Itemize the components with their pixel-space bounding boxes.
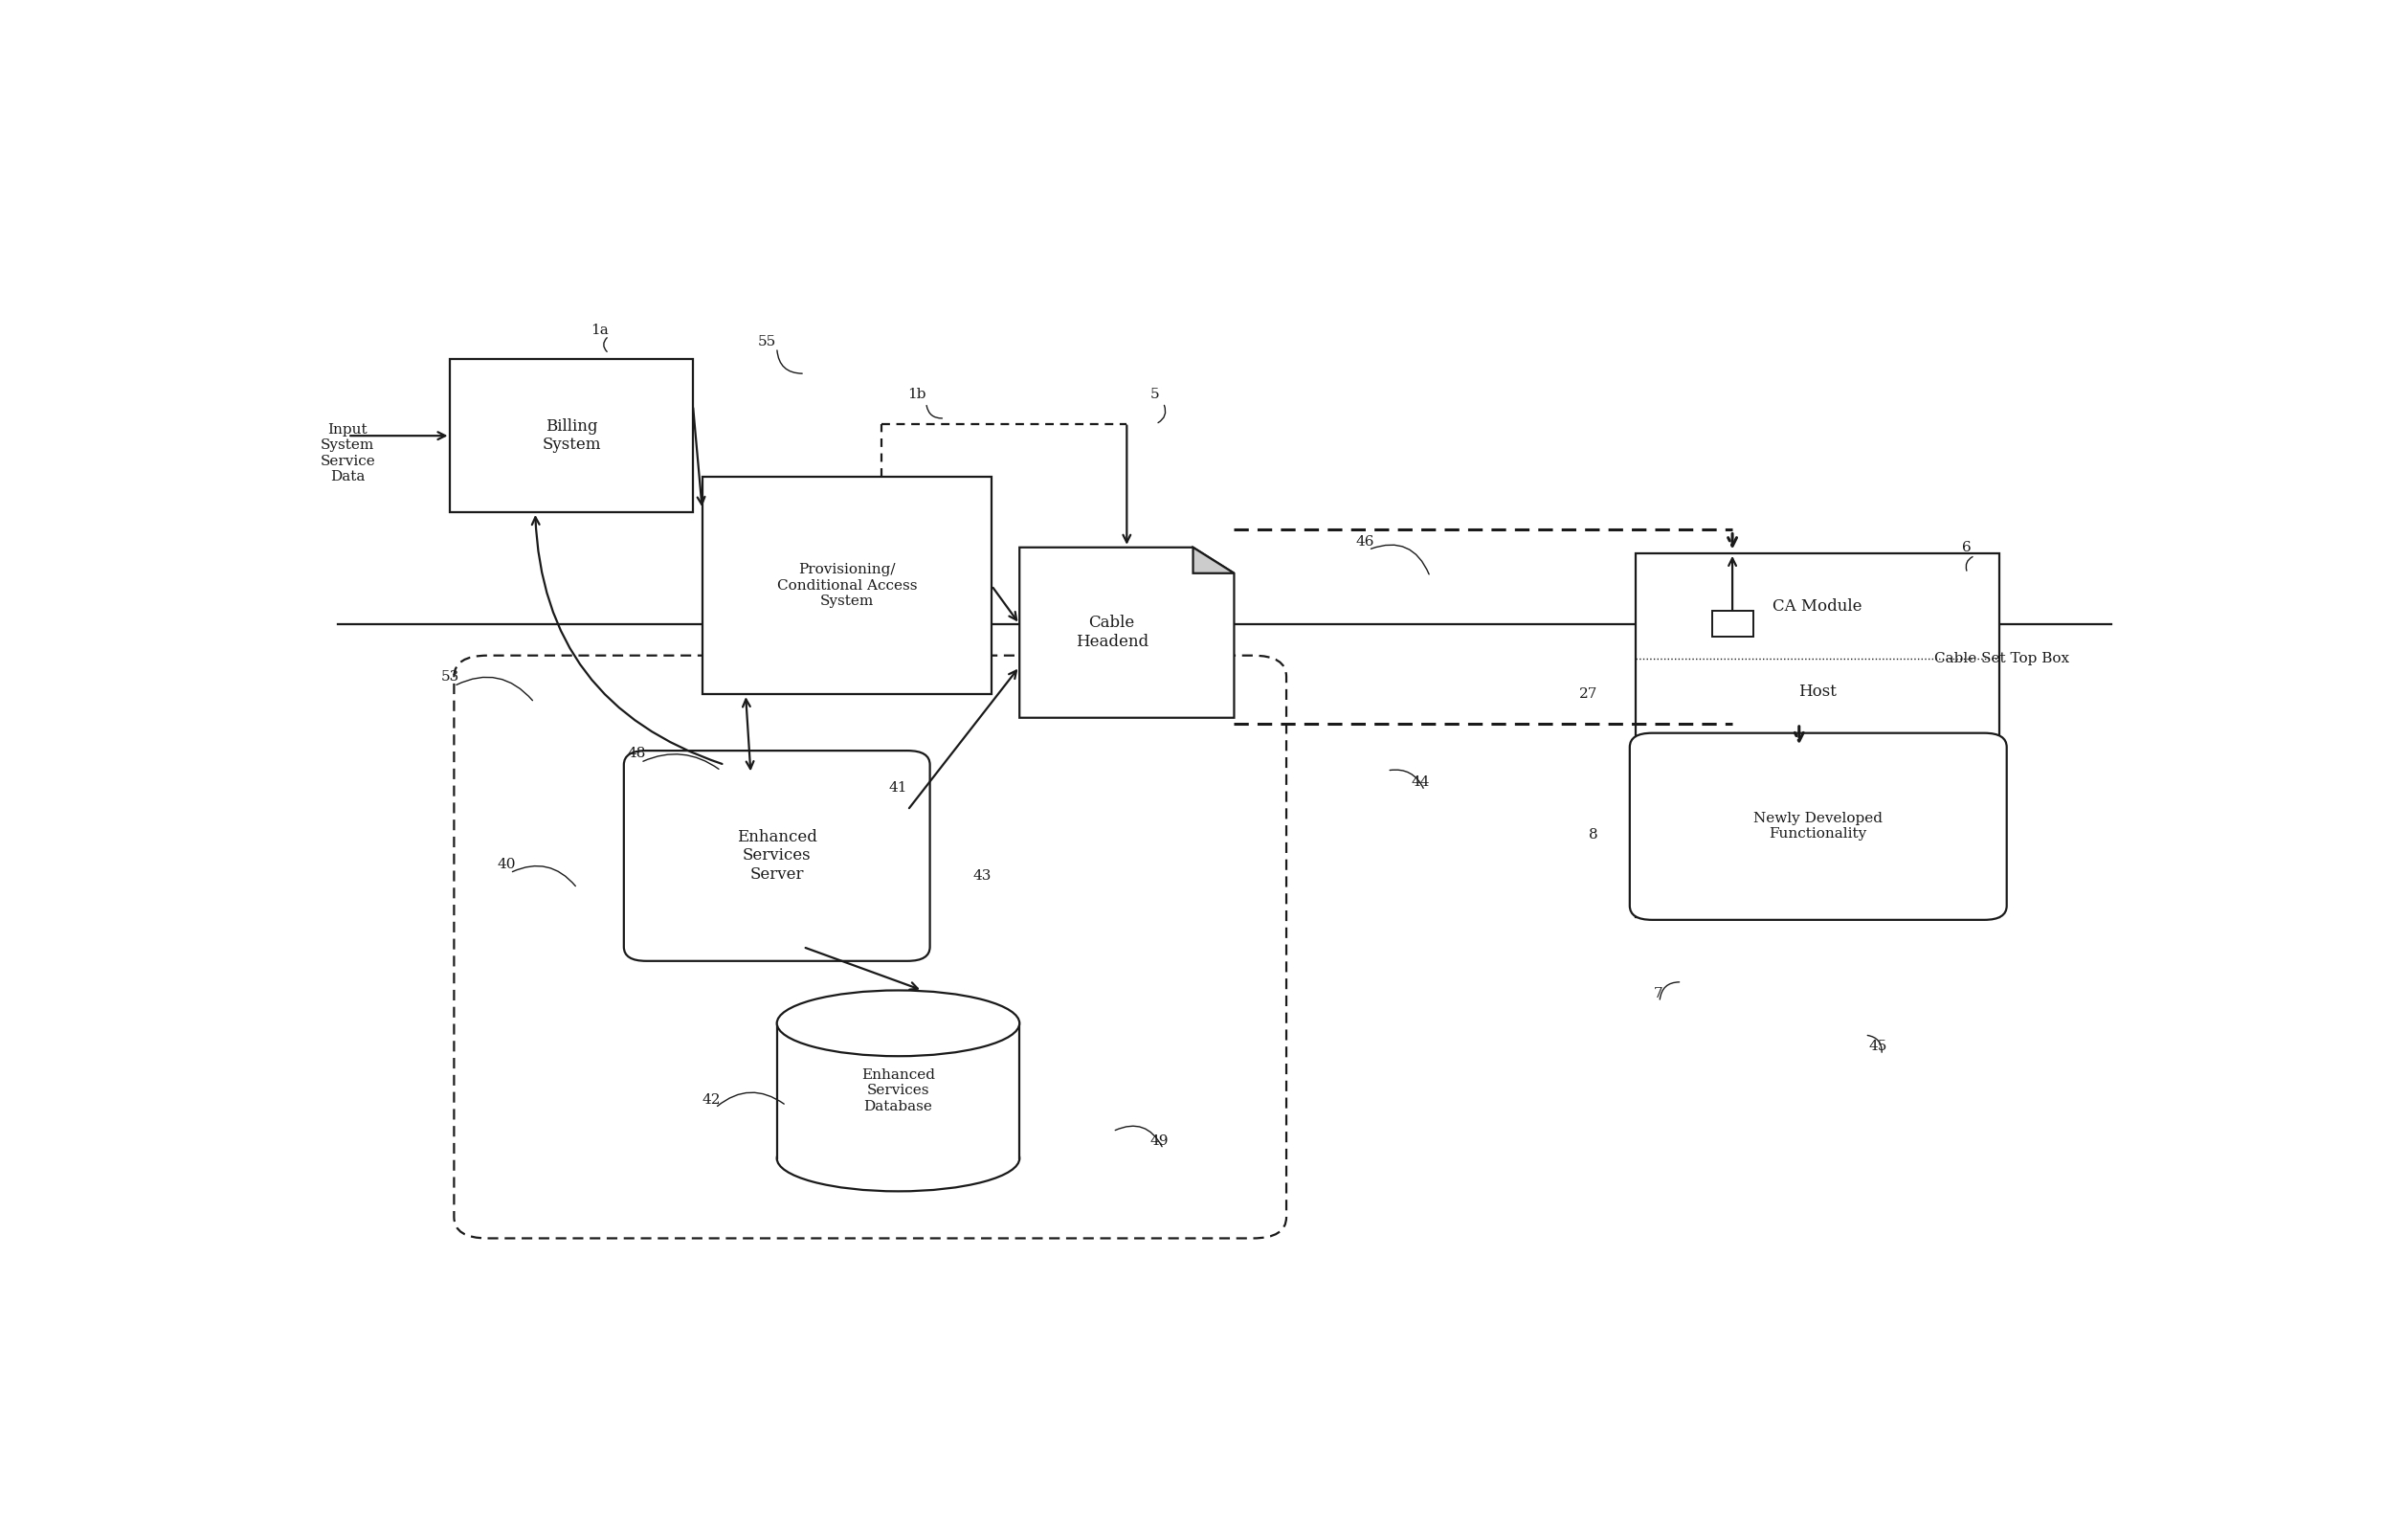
Text: 40: 40	[496, 858, 515, 871]
Text: 6: 6	[1963, 540, 1972, 554]
Text: Host: Host	[1799, 684, 1837, 699]
Text: 46: 46	[1356, 534, 1375, 548]
Text: Input
System
Service
Data: Input System Service Data	[320, 423, 376, 484]
Bar	[778, 1024, 1019, 1158]
Bar	[1635, 554, 1999, 917]
Text: 53: 53	[441, 670, 460, 684]
Text: Enhanced
Services
Server: Enhanced Services Server	[737, 829, 816, 882]
Text: Cable Set Top Box: Cable Set Top Box	[1934, 652, 2068, 665]
Polygon shape	[1192, 548, 1235, 574]
Text: 27: 27	[1580, 688, 1599, 700]
Ellipse shape	[778, 990, 1019, 1056]
Text: Cable
Headend: Cable Headend	[1076, 615, 1149, 650]
FancyBboxPatch shape	[624, 751, 929, 961]
Text: 41: 41	[889, 781, 908, 795]
Text: 1a: 1a	[590, 324, 609, 337]
Ellipse shape	[778, 1126, 1019, 1192]
Text: 8: 8	[1589, 829, 1599, 842]
Text: 42: 42	[703, 1093, 720, 1106]
Bar	[1712, 610, 1753, 636]
Text: Enhanced
Services
Database: Enhanced Services Database	[862, 1068, 934, 1112]
Bar	[703, 476, 992, 694]
Text: 48: 48	[628, 746, 645, 760]
Text: Newly Developed
Functionality: Newly Developed Functionality	[1753, 812, 1883, 841]
FancyBboxPatch shape	[1630, 732, 2006, 920]
Text: 49: 49	[1151, 1134, 1168, 1148]
Text: 5: 5	[1151, 388, 1158, 401]
Text: CA Module: CA Module	[1772, 598, 1861, 615]
Text: Billing
System: Billing System	[542, 418, 602, 453]
Text: 43: 43	[973, 870, 992, 884]
Text: 55: 55	[759, 336, 778, 348]
Text: Provisioning/
Conditional Access
System: Provisioning/ Conditional Access System	[778, 563, 917, 607]
Polygon shape	[1019, 548, 1235, 717]
Bar	[450, 360, 694, 513]
Text: 45: 45	[1869, 1041, 1888, 1053]
Text: 44: 44	[1411, 775, 1430, 789]
Text: 1b: 1b	[908, 388, 927, 401]
Text: 7: 7	[1654, 987, 1664, 1001]
